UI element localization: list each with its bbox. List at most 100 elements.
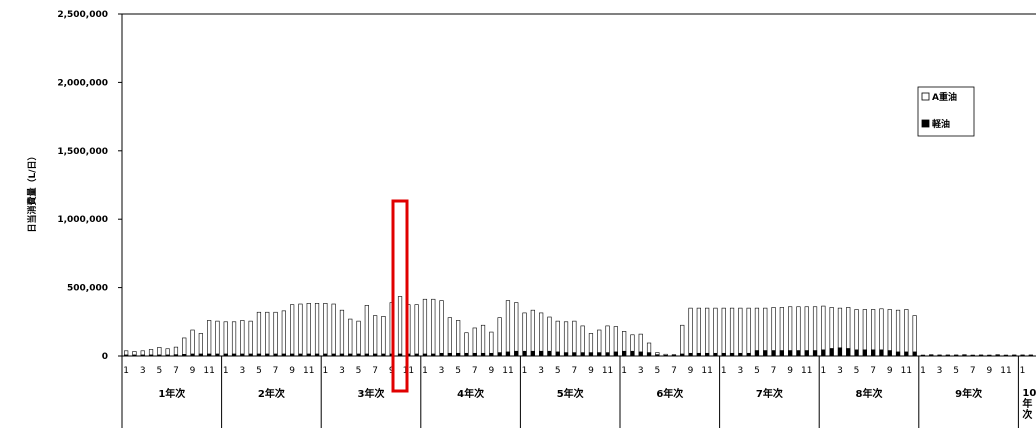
y-tick-label: 2,000,000 [57, 78, 108, 88]
x-tick-label: 9 [588, 366, 594, 376]
x-tick-label: 3 [937, 366, 943, 376]
bar-a-heavy-oil [763, 307, 768, 357]
x-tick-label: 7 [970, 366, 976, 376]
highlight-box [391, 199, 409, 393]
bar-a-heavy-oil [281, 310, 286, 357]
bar-light-oil [613, 351, 618, 357]
x-tick-label: 7 [273, 366, 279, 376]
bar-a-heavy-oil [680, 324, 685, 357]
bar-a-heavy-oil [613, 326, 618, 357]
bar-light-oil [796, 350, 801, 357]
bar-light-oil [771, 350, 776, 357]
bar-a-heavy-oil [298, 303, 303, 357]
bar-light-oil [638, 351, 643, 357]
bar-a-heavy-oil [821, 305, 826, 357]
x-tick-label: 11 [701, 366, 712, 376]
bar-a-heavy-oil [339, 309, 345, 357]
bar-a-heavy-oil [514, 302, 519, 357]
x-tick-label: 9 [986, 366, 992, 376]
bar-a-heavy-oil [895, 309, 901, 357]
bar-a-heavy-oil [397, 296, 403, 357]
x-tick-label: 1 [223, 366, 229, 376]
legend-label: A重油 [932, 91, 957, 103]
bar-a-heavy-oil [505, 300, 511, 357]
y-tick-label: 1,000,000 [57, 215, 108, 225]
x-tick-label: 3 [439, 366, 445, 376]
bar-light-oil [572, 352, 577, 357]
bar-a-heavy-oil [215, 320, 220, 357]
bar-light-oil [522, 350, 527, 357]
bar-a-heavy-oil [348, 318, 353, 357]
year-group-label: 7年次 [756, 387, 783, 400]
x-tick-label: 5 [455, 366, 461, 376]
year-group-label: 6年次 [656, 387, 683, 400]
x-tick-label: 1 [820, 366, 826, 376]
bar-a-heavy-oil [713, 307, 718, 357]
x-tick-label: 1 [1020, 366, 1026, 376]
y-tick-label: 0 [102, 352, 108, 362]
x-tick-label: 7 [870, 366, 876, 376]
x-tick-label: 7 [571, 366, 577, 376]
x-tick-label: 1 [522, 366, 528, 376]
year-group-label: 8年次 [856, 387, 883, 400]
bar-a-heavy-oil [182, 337, 187, 357]
bar-a-heavy-oil [290, 304, 295, 357]
bar-light-oil [547, 350, 552, 357]
bar-light-oil [530, 350, 535, 357]
x-tick-label: 3 [538, 366, 544, 376]
x-tick-label: 7 [472, 366, 478, 376]
bar-a-heavy-oil [879, 308, 884, 357]
bar-light-oil [580, 352, 585, 357]
bar-light-oil [779, 350, 784, 357]
x-tick-label: 7 [671, 366, 677, 376]
x-tick-label: 3 [638, 366, 644, 376]
bars [124, 296, 1033, 357]
bar-a-heavy-oil [331, 303, 336, 357]
x-tick-label: 5 [953, 366, 959, 376]
x-tick-label: 5 [754, 366, 760, 376]
bar-a-heavy-oil [754, 307, 760, 357]
bar-a-heavy-oil [688, 307, 693, 357]
bar-a-heavy-oil [314, 303, 320, 357]
bar-light-oil [846, 348, 851, 357]
bar-light-oil [871, 349, 876, 357]
bar-a-heavy-oil [729, 307, 735, 357]
bar-a-heavy-oil [323, 303, 328, 357]
x-tick-label: 11 [1000, 366, 1011, 376]
bar-light-oil [887, 350, 892, 357]
x-tick-label: 5 [854, 366, 860, 376]
x-tick-label: 5 [555, 366, 561, 376]
bar-a-heavy-oil [563, 321, 569, 357]
x-tick-label: 9 [688, 366, 694, 376]
bar-a-heavy-oil [381, 316, 386, 357]
year-group-label: 1年次 [158, 387, 185, 400]
x-tick-label: 9 [488, 366, 494, 376]
bar-a-heavy-oil [788, 306, 793, 357]
bar-a-heavy-oil [597, 329, 602, 357]
year-group-label: 9年次 [955, 387, 982, 400]
x-tick-label: 7 [173, 366, 179, 376]
bar-a-heavy-oil [696, 307, 701, 357]
bar-a-heavy-oil [489, 331, 494, 357]
year-group-label: 3年次 [358, 387, 385, 400]
bar-a-heavy-oil [223, 321, 228, 357]
x-tick-label: 3 [140, 366, 146, 376]
bar-a-heavy-oil [273, 311, 278, 357]
bar-a-heavy-oil [555, 320, 560, 357]
x-tick-label: 5 [356, 366, 362, 376]
x-tick-label: 9 [787, 366, 793, 376]
x-tick-label: 5 [256, 366, 262, 376]
bar-a-heavy-oil [414, 304, 419, 357]
bar-a-heavy-oil [364, 305, 369, 357]
bar-a-heavy-oil [887, 309, 892, 357]
x-tick-label: 11 [502, 366, 513, 376]
bar-a-heavy-oil [862, 309, 867, 357]
bar-light-oil [514, 350, 519, 357]
bar-a-heavy-oil [522, 312, 527, 357]
bar-a-heavy-oil [256, 311, 262, 357]
bar-a-heavy-oil [796, 306, 801, 357]
bar-light-oil [763, 350, 768, 357]
legend-swatch [921, 119, 930, 128]
year-group-label: 5年次 [557, 387, 584, 400]
bar-a-heavy-oil [854, 309, 859, 357]
